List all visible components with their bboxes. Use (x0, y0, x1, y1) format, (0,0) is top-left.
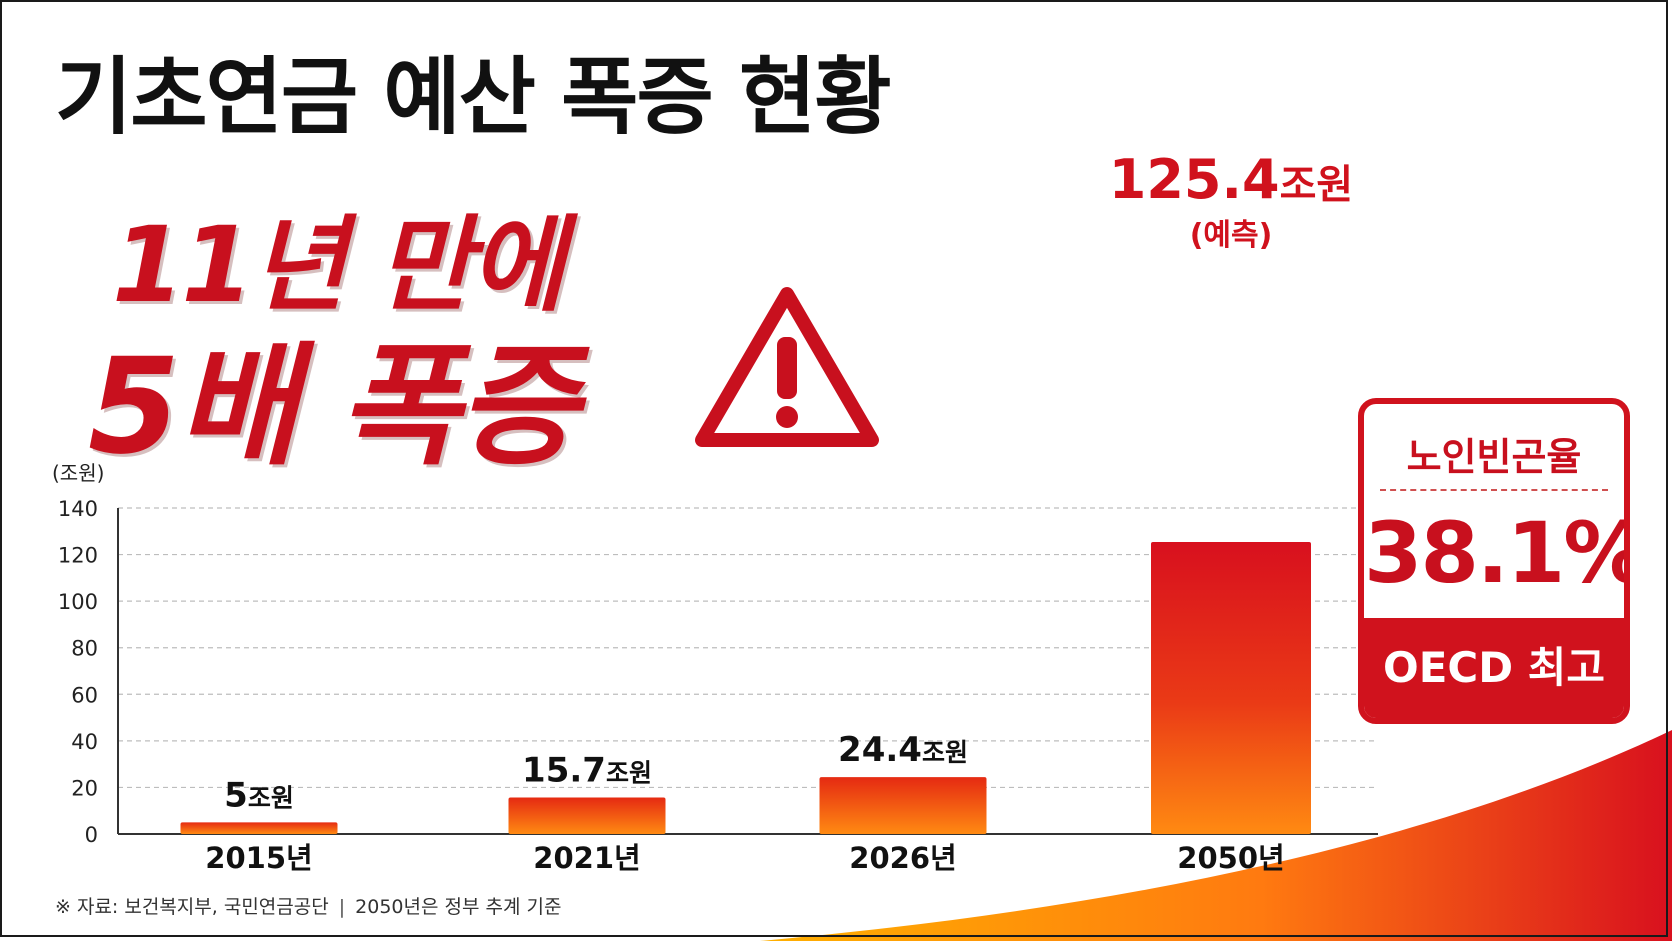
y-tick-label: 0 (85, 823, 98, 847)
y-tick-label: 40 (71, 730, 98, 754)
bar-2026년 (819, 777, 987, 834)
warning-triangle-icon (695, 287, 879, 447)
data-label: 5조원 (224, 775, 294, 815)
poverty-rate-footer: OECD 최고 (1364, 618, 1624, 718)
bar-2050년 (1151, 541, 1311, 834)
poverty-rate-box: 노인빈곤율 38.1% OECD 최고 (1358, 398, 1630, 724)
x-tick-label: 2021년 (533, 841, 640, 875)
y-tick-label: 80 (71, 637, 98, 661)
poverty-rate-value: 38.1% (1364, 504, 1630, 602)
x-tick-label: 2050년 (1177, 841, 1284, 875)
data-label-unit: 조원 (248, 783, 294, 812)
y-tick-label: 140 (58, 497, 98, 521)
data-label-number: 24.4 (838, 730, 922, 770)
source-forecast-note: 2050년은 정부 추계 기준 (355, 896, 562, 918)
y-tick-label: 20 (71, 776, 98, 800)
main-title: 기초연금 예산 폭증 현황 (55, 48, 892, 146)
data-label-number: 5 (224, 775, 248, 815)
source-note: ※ 자료: 보건복지부, 국민연금공단 | 2050년은 정부 추계 기준 (55, 892, 561, 919)
headline-line2: 5배 폭증 (88, 330, 578, 484)
data-label-note: (예측) (1190, 218, 1273, 253)
poverty-rate-label: 노인빈곤율 (1406, 435, 1582, 479)
data-label-unit: 조원 (1280, 162, 1354, 208)
headline-line1: 11년 만에 (112, 204, 565, 326)
source-separator: | (338, 896, 346, 918)
y-tick-label: 60 (71, 683, 98, 707)
source-text: ※ 자료: 보건복지부, 국민연금공단 (55, 896, 329, 918)
poverty-divider (1380, 489, 1608, 491)
data-label: 125.4조원 (1109, 148, 1353, 211)
data-label-number: 15.7 (522, 750, 606, 790)
y-axis-unit-label: (조원) (52, 461, 104, 485)
data-label-unit: 조원 (606, 758, 652, 787)
data-label: 24.4조원 (838, 730, 968, 770)
bar-2021년 (508, 797, 666, 834)
data-label: 15.7조원 (522, 750, 652, 790)
data-label-number: 125.4 (1109, 148, 1280, 211)
x-tick-label: 2026년 (849, 841, 956, 875)
y-tick-label: 120 (58, 544, 98, 568)
y-tick-label: 100 (58, 590, 98, 614)
data-label-unit: 조원 (922, 738, 968, 767)
bar-2015년 (180, 822, 338, 834)
x-tick-label: 2015년 (205, 841, 312, 875)
